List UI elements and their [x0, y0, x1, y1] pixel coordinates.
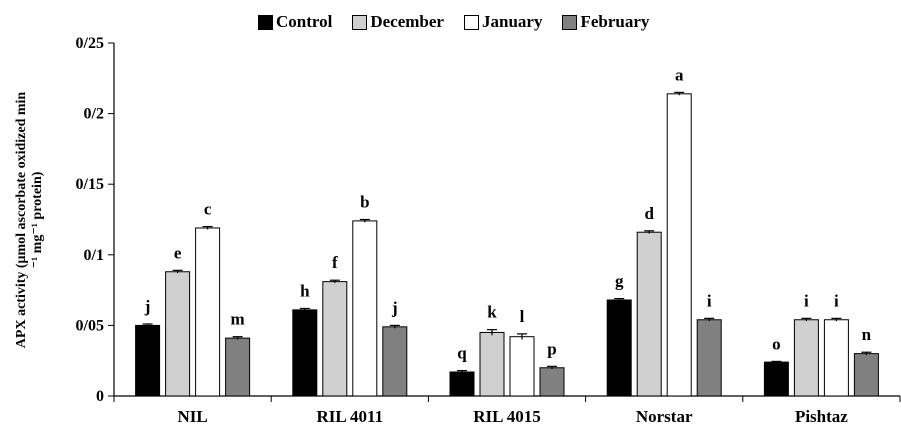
bar — [853, 353, 879, 397]
y-tick-label: 0/1 — [84, 247, 104, 264]
bar — [696, 319, 722, 397]
bar — [292, 309, 318, 397]
bar — [479, 331, 505, 397]
legend-swatch-december — [352, 14, 368, 30]
significance-letter: d — [644, 204, 654, 223]
bar — [823, 319, 849, 397]
bar — [195, 227, 221, 397]
significance-letter: g — [615, 272, 624, 291]
significance-letter: i — [707, 291, 712, 310]
significance-letter: e — [174, 243, 182, 262]
x-tick-label: Pishtaz — [795, 407, 848, 424]
legend-swatch-control — [258, 14, 273, 30]
bar — [793, 319, 819, 397]
bar — [322, 281, 348, 397]
legend-label-control: Control — [276, 12, 333, 31]
y-tick-label: 0/2 — [84, 106, 104, 123]
significance-letter: a — [675, 65, 684, 84]
x-tick-label: NIL — [177, 407, 207, 424]
significance-letter: b — [360, 193, 369, 212]
significance-letter: p — [547, 339, 556, 358]
bar — [509, 336, 535, 397]
y-tick-label: 0 — [96, 388, 104, 405]
significance-letter: m — [231, 310, 245, 329]
bar — [763, 361, 789, 397]
bar — [135, 324, 161, 397]
x-tick-label: RIL 4011 — [316, 407, 383, 424]
legend-item-control: Control — [258, 12, 332, 32]
significance-letter: c — [204, 200, 212, 219]
significance-letter: i — [804, 291, 809, 310]
significance-letter: h — [300, 281, 310, 300]
bar — [352, 220, 378, 397]
legend-label-february: February — [580, 12, 650, 31]
legend-swatch-february — [562, 14, 578, 30]
chart-legend: Control December January February — [258, 12, 649, 32]
bar — [225, 337, 251, 397]
y-tick-label: 0/05 — [76, 317, 104, 334]
significance-letter: q — [457, 344, 467, 363]
legend-label-december: December — [370, 12, 444, 31]
bar — [382, 326, 408, 397]
significance-letter: j — [144, 297, 151, 316]
bar — [636, 231, 662, 397]
y-tick-label: 0/15 — [76, 176, 104, 193]
significance-letter: l — [520, 307, 525, 326]
legend-swatch-january — [463, 14, 479, 30]
bar — [449, 371, 475, 397]
legend-item-february: February — [562, 12, 649, 32]
bar — [539, 367, 565, 397]
significance-letter: f — [332, 253, 338, 272]
x-tick-label: RIL 4015 — [473, 407, 541, 424]
legend-label-january: January — [481, 12, 543, 31]
significance-letter: k — [487, 303, 497, 322]
x-tick-label: Norstar — [636, 407, 693, 424]
bar — [606, 299, 632, 397]
significance-letter: i — [834, 291, 839, 310]
significance-letter: n — [862, 325, 872, 344]
legend-item-january: January — [463, 12, 543, 32]
y-tick-label: 0/25 — [76, 35, 104, 52]
bar — [666, 93, 692, 397]
significance-letter: o — [772, 334, 781, 353]
significance-letter: j — [391, 298, 398, 317]
bar — [165, 271, 191, 397]
legend-item-december: December — [352, 12, 444, 32]
